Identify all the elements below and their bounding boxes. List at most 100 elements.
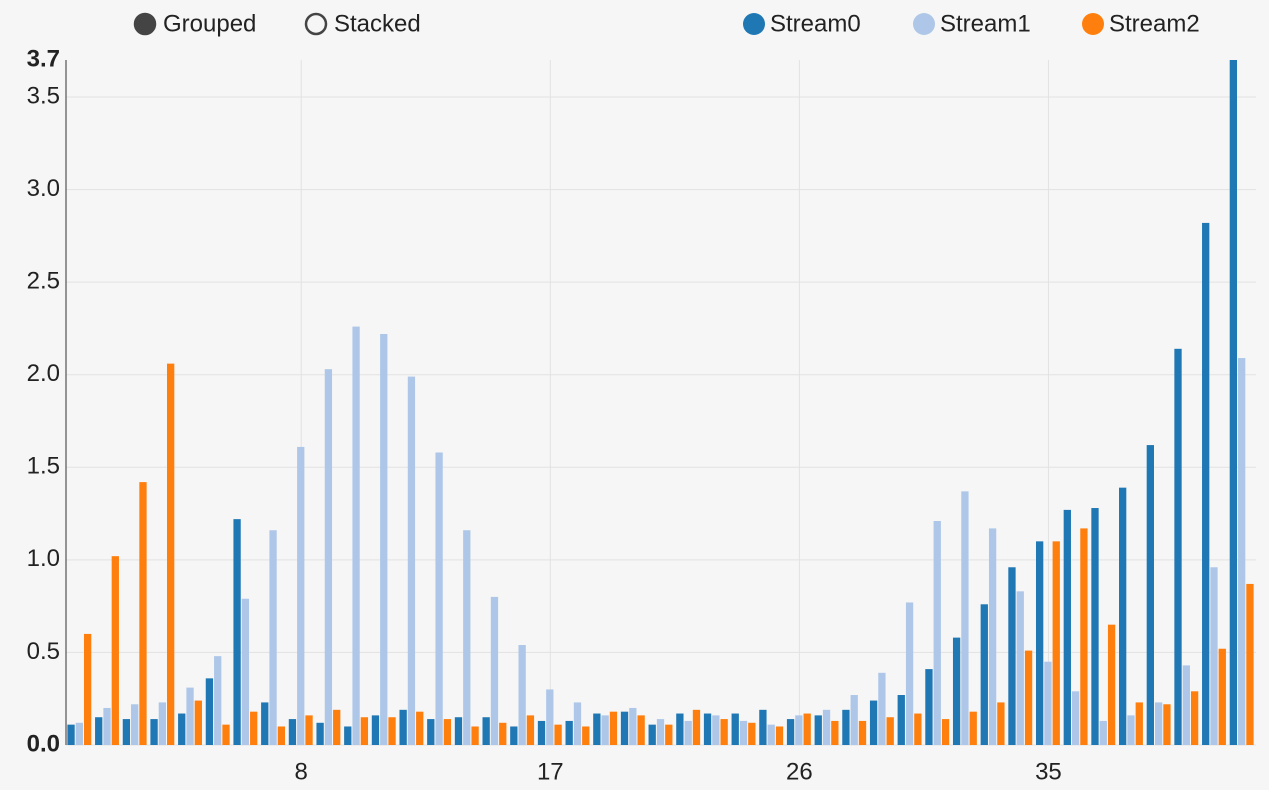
bar [842, 709, 850, 745]
y-tick-label: 3.5 [27, 82, 60, 109]
y-tick-label: 2.0 [27, 360, 60, 387]
control-label[interactable]: Grouped [163, 10, 256, 37]
bar [518, 645, 526, 745]
bar [905, 602, 914, 745]
bar [814, 715, 822, 745]
bar [1107, 624, 1116, 745]
legend-label[interactable]: Stream1 [940, 10, 1031, 37]
bar [67, 724, 75, 745]
bar [593, 713, 601, 745]
control-radio[interactable] [133, 12, 157, 36]
bar [371, 715, 380, 745]
x-tick-label: 17 [537, 758, 564, 785]
bar [648, 724, 656, 745]
bar [407, 376, 416, 745]
bar [546, 689, 554, 745]
bar [261, 702, 269, 745]
bar [214, 656, 222, 745]
bar [269, 530, 277, 745]
bar [194, 700, 202, 745]
bar [277, 726, 286, 745]
bar [1154, 702, 1163, 745]
bar [941, 719, 950, 745]
bar [1071, 691, 1080, 745]
bar [803, 713, 811, 745]
bar [961, 491, 969, 745]
bar [739, 720, 748, 745]
bar [1163, 704, 1171, 745]
bar [637, 715, 645, 745]
bar [1052, 541, 1060, 745]
bar [582, 726, 590, 745]
legend-swatch[interactable] [1082, 13, 1104, 35]
bar [703, 713, 712, 745]
legend-swatch[interactable] [743, 13, 765, 35]
bar [775, 726, 784, 745]
y-tick-label: 3.7 [27, 45, 60, 72]
bar [925, 669, 933, 745]
bar [988, 528, 997, 745]
bar [952, 637, 961, 745]
bar [1135, 702, 1143, 745]
bar [471, 726, 479, 745]
bar [665, 724, 673, 745]
bar [443, 719, 452, 745]
bar [620, 711, 629, 745]
bar [822, 709, 831, 745]
bar [565, 720, 573, 745]
bar [324, 369, 333, 745]
y-tick-label: 0.5 [27, 638, 60, 665]
bar [897, 695, 905, 745]
bar [1246, 583, 1254, 745]
bar [1044, 661, 1052, 745]
bar [1202, 222, 1210, 745]
legend-swatch[interactable] [913, 13, 935, 35]
bar [1229, 60, 1238, 745]
bar [205, 678, 214, 745]
control-label[interactable]: Stacked [334, 10, 421, 37]
bar [1016, 591, 1024, 745]
bar [1035, 541, 1044, 745]
bar [1174, 348, 1182, 745]
bar [241, 598, 250, 745]
bar [1218, 648, 1226, 745]
bar [297, 446, 305, 745]
bar [609, 711, 618, 745]
y-tick-label: 3.0 [27, 175, 60, 202]
legend-label[interactable]: Stream2 [1109, 10, 1200, 37]
bar [858, 720, 867, 745]
x-tick-label: 8 [295, 758, 308, 785]
bar [435, 452, 443, 745]
bar [795, 715, 803, 745]
bar [510, 726, 518, 745]
bar [656, 719, 665, 745]
bar [537, 720, 546, 745]
bar [305, 715, 313, 745]
bar [1190, 691, 1199, 745]
bar [131, 704, 139, 745]
bar [878, 672, 886, 745]
bar [1080, 528, 1088, 745]
bar [288, 719, 297, 745]
bar [490, 596, 499, 745]
bar [850, 695, 858, 745]
bar [333, 709, 341, 745]
control-radio[interactable] [304, 12, 328, 36]
bar [158, 702, 167, 745]
bar [1182, 665, 1190, 745]
bar [103, 707, 111, 745]
bar [869, 700, 878, 745]
bar [969, 711, 977, 745]
x-tick-label: 35 [1035, 758, 1062, 785]
bar [1063, 509, 1071, 745]
bar [692, 709, 701, 745]
bar [573, 702, 582, 745]
bar [1127, 715, 1135, 745]
legend-label[interactable]: Stream0 [770, 10, 861, 37]
bar [380, 334, 388, 745]
bar [316, 722, 324, 745]
bar [360, 717, 369, 745]
bar [720, 719, 728, 745]
bar [1008, 567, 1016, 745]
